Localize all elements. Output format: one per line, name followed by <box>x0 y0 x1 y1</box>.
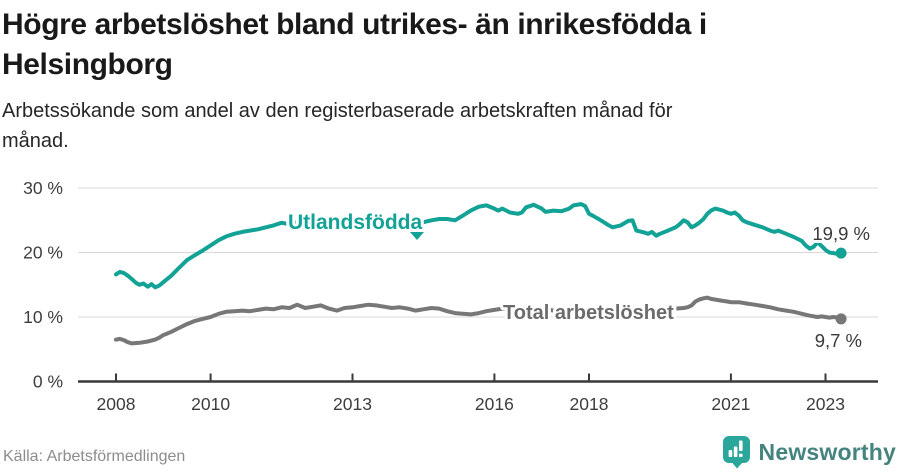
x-tick-label-2023: 2023 <box>806 394 845 414</box>
x-tick-label-2010: 2010 <box>191 394 230 414</box>
series-end-dot-utlandsf-dda <box>835 247 847 259</box>
chart-title-line-1: Högre arbetslöshet bland utrikes- än inr… <box>2 8 707 41</box>
y-tick-label-30: 30 % <box>23 178 63 198</box>
newsworthy-logo-icon <box>722 436 750 469</box>
chart-subtitle: Arbetssökande som andel av den registerb… <box>2 96 707 156</box>
x-tick-label-2018: 2018 <box>570 394 609 414</box>
x-tick-label-2008: 2008 <box>97 394 136 414</box>
chart-footer: Källa: Arbetsförmedlingen Newsworthy <box>0 434 900 474</box>
chart-title: Högre arbetslöshet bland utrikes- än inr… <box>2 5 707 85</box>
series-end-value-utlandsf-dda: 19,9 % <box>812 223 870 244</box>
y-tick-label-20: 20 % <box>23 243 63 263</box>
chart-subtitle-line-1: Arbetssökande som andel av den registerb… <box>2 100 673 122</box>
x-tick-label-2016: 2016 <box>475 394 514 414</box>
chart-title-line-2: Helsingborg <box>2 48 173 81</box>
series-label-pointer-utlandsf-dda <box>410 232 424 240</box>
x-tick-label-2013: 2013 <box>333 394 372 414</box>
series-line-total-arbetsl-shet <box>114 295 844 346</box>
chart-header: Högre arbetslöshet bland utrikes- än inr… <box>2 5 707 156</box>
series-end-value-total-arbetsl-shet: 9,7 % <box>815 330 862 351</box>
series-line-utlandsf-dda <box>114 202 844 290</box>
series-label-utlandsf-dda: Utlandsfödda <box>288 211 422 234</box>
y-tick-label-0: 0 % <box>33 372 63 392</box>
series-end-dot-total-arbetsl-shet <box>835 313 847 325</box>
series-label-total-arbetsl-shet: Total arbetslöshet <box>503 302 674 324</box>
chart-subtitle-line-2: månad. <box>2 130 69 152</box>
newsworthy-logo: Newsworthy <box>722 435 896 469</box>
source-note: Källa: Arbetsförmedlingen <box>3 448 186 465</box>
x-tick-label-2021: 2021 <box>711 394 750 414</box>
y-tick-label-10: 10 % <box>23 307 63 327</box>
newsworthy-logo-text: Newsworthy <box>758 438 896 465</box>
